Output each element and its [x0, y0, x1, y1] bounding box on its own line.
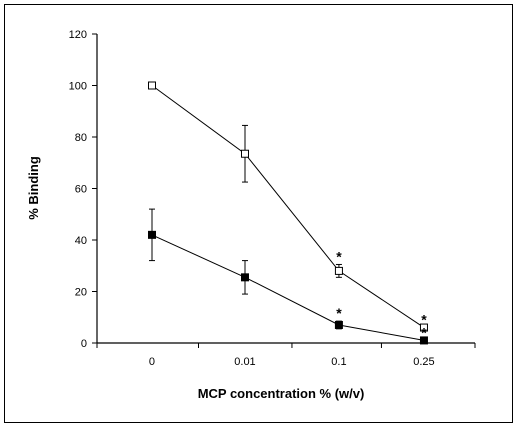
significance-star: *: [421, 312, 427, 328]
significance-star: *: [336, 305, 342, 321]
y-tick-label: 100: [69, 81, 87, 93]
significance-star: *: [336, 248, 342, 264]
y-tick-label: 40: [75, 235, 87, 247]
data-point-open: [240, 149, 249, 158]
data-point-open: [419, 323, 428, 332]
significance-star: *: [421, 324, 427, 340]
data-point-open: [334, 266, 343, 275]
x-tick-label: 0: [149, 356, 155, 368]
marks-group: ****: [147, 81, 428, 345]
y-tick-label: 0: [81, 338, 87, 350]
series-line: [151, 85, 425, 329]
y-tick-label: 120: [69, 29, 87, 41]
data-point-filled: [419, 336, 428, 345]
data-point-open: [147, 81, 156, 90]
y-axis-title: % Binding: [26, 156, 41, 220]
y-tick-label: 80: [75, 132, 87, 144]
data-point-filled: [334, 320, 343, 329]
x-axis-title: MCP concentration % (w/v): [198, 386, 365, 401]
x-tick-label: 0.1: [331, 356, 346, 368]
x-tick-label: 0.01: [234, 356, 255, 368]
data-point-filled: [147, 230, 156, 239]
y-tick-label: 20: [75, 287, 87, 299]
data-point-filled: [240, 273, 249, 282]
y-tick-label: 60: [75, 184, 87, 196]
series-line: [151, 234, 425, 341]
axes-group: 0 20 40 60 80 100 120 0 0.01 0.1 0.25: [69, 29, 476, 368]
figure-frame: [4, 4, 513, 423]
x-tick-label: 0.25: [413, 356, 434, 368]
